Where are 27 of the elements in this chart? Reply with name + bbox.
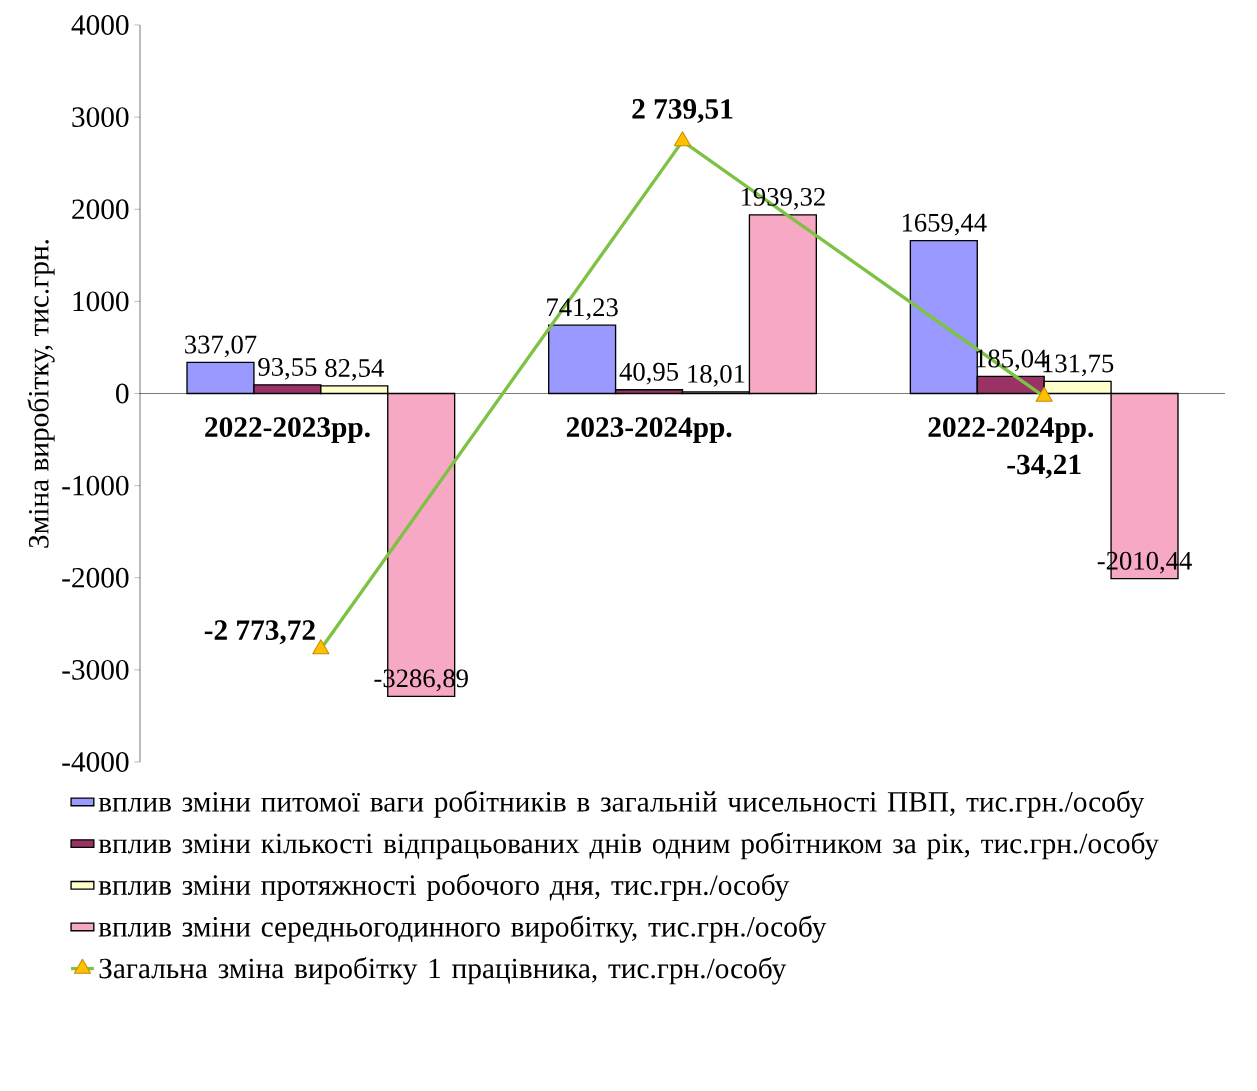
data-label: 18,01 bbox=[688, 364, 745, 387]
y-tick-label: 2000 bbox=[72, 199, 129, 220]
data-label: 82,54 bbox=[325, 358, 384, 381]
y-tick-label: 0 bbox=[116, 383, 129, 404]
legend-label: вплив зміни протяжності робочого дня, тис.грн./особу bbox=[98, 873, 790, 902]
data-label: 40,95 bbox=[619, 362, 679, 385]
data-label: -34,21 bbox=[1007, 454, 1081, 479]
legend-label: Загальна зміна виробітку 1 працівника, тис.грн./особу bbox=[99, 957, 787, 985]
y-tick-label: 4000 bbox=[71, 15, 129, 35]
y-tick-label: 1000 bbox=[73, 291, 129, 312]
y-tick-label: -1000 bbox=[62, 475, 129, 496]
legend-label: вплив зміни кількості відпрацьованих днів одним робітником за рік, тис.грн./особу bbox=[98, 832, 1159, 860]
data-label: -2 773,72 bbox=[204, 620, 315, 645]
data-label: 337,07 bbox=[185, 335, 257, 358]
data-label: 2 739,51 bbox=[632, 99, 733, 124]
data-label: 93,55 bbox=[258, 358, 317, 380]
x-tick-label: 2022-2023рр. bbox=[205, 417, 370, 443]
y-axis-title: Зміна виробітку, тис.грн. bbox=[27, 239, 55, 548]
y-tick-label: -2000 bbox=[62, 567, 129, 588]
x-tick-label: 2023-2024рр. bbox=[566, 417, 732, 443]
y-tick-label: -3000 bbox=[62, 659, 129, 680]
x-tick-label: 2022-2024рр. bbox=[928, 417, 1094, 443]
y-tick-label: 3000 bbox=[72, 107, 129, 128]
data-label: 1659,44 bbox=[902, 213, 987, 236]
legend-label: вплив зміни питомої ваги робітників в загальній чисельності ПВП, тис.грн./особу bbox=[98, 790, 1145, 818]
y-tick-label: -4000 bbox=[62, 752, 129, 772]
legend-label: вплив зміни середньогодинного виробітку, тис.грн./особу bbox=[98, 915, 827, 943]
